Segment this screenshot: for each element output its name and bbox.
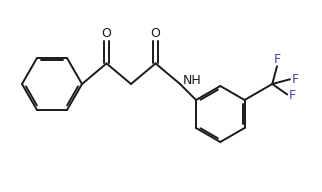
Text: F: F <box>289 89 296 102</box>
Text: F: F <box>292 73 299 86</box>
Text: O: O <box>151 27 160 41</box>
Text: O: O <box>101 27 111 41</box>
Text: NH: NH <box>183 74 202 88</box>
Text: F: F <box>273 53 280 66</box>
